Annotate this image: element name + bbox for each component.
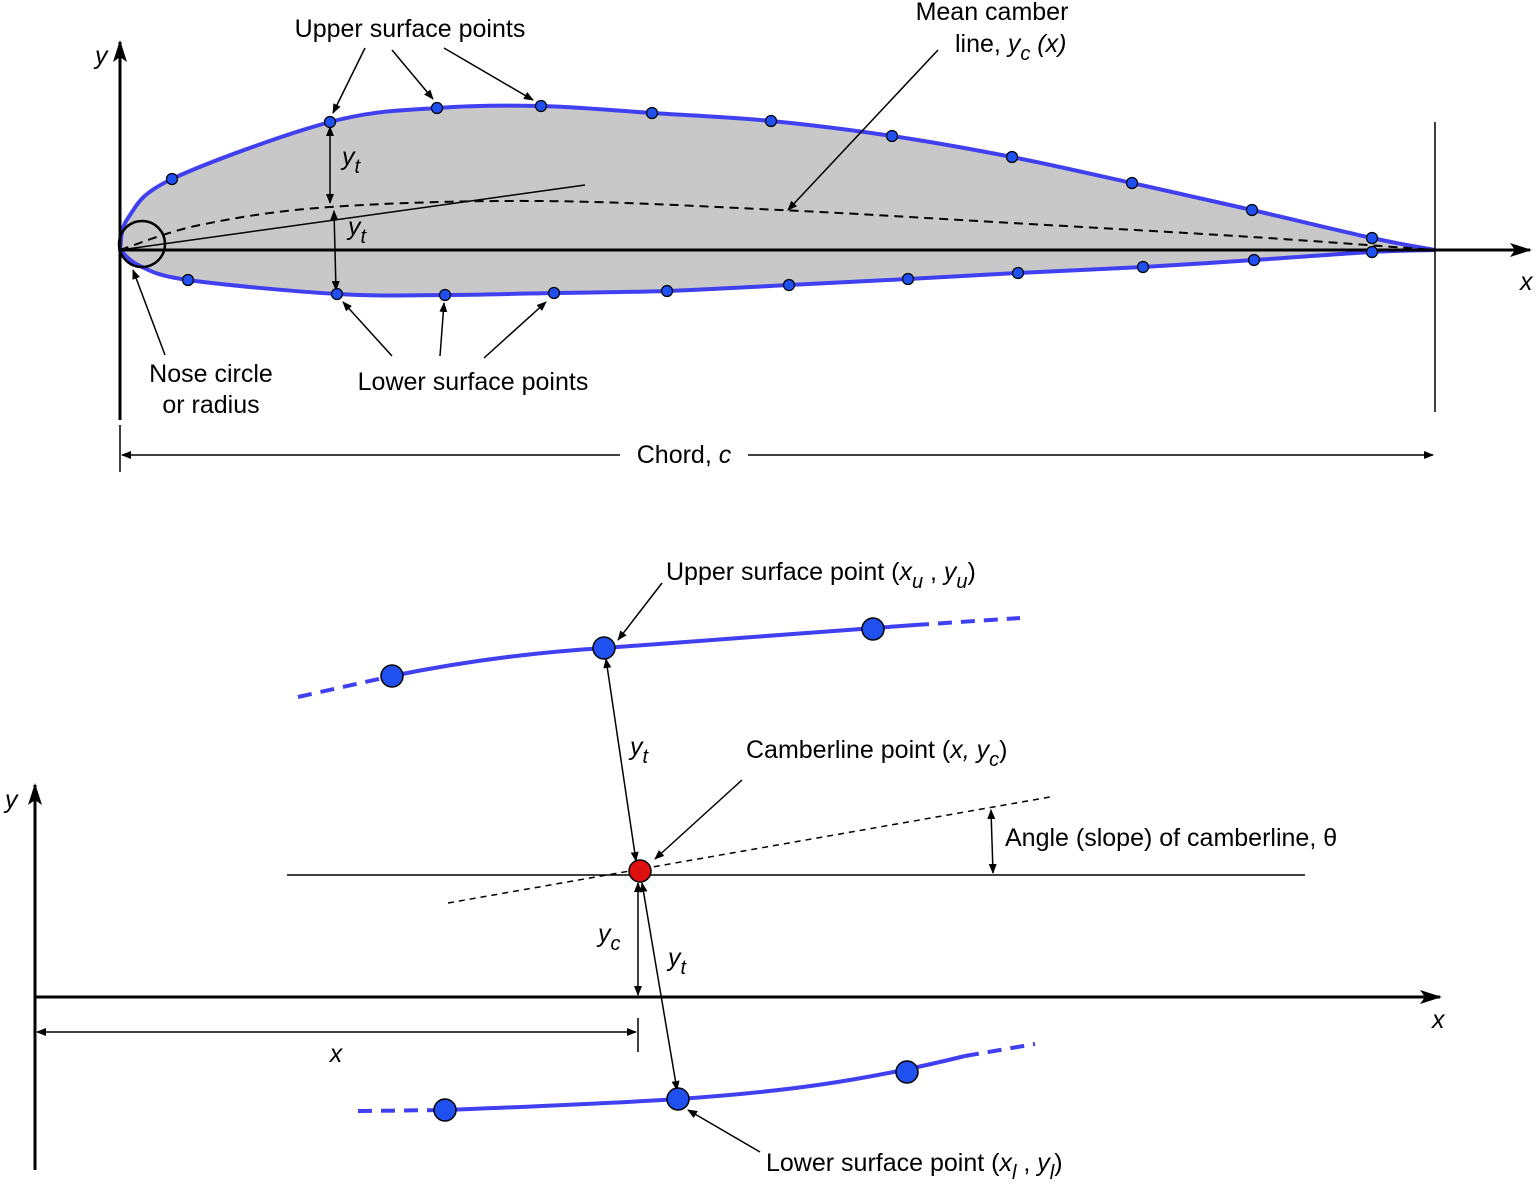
- text: Camberline point (: [746, 736, 951, 764]
- text: x,: [949, 736, 969, 764]
- text: y: [628, 733, 644, 761]
- surface-point: [885, 129, 899, 143]
- airfoil-overview: y x Upper surface points Mean camber lin…: [93, 0, 1534, 472]
- surface-point: [660, 284, 674, 298]
- nose-label: Nose circle: [149, 360, 273, 388]
- surface-points: [380, 617, 919, 1122]
- surface-point: [1011, 266, 1025, 280]
- surface-point: [323, 115, 337, 129]
- text: y: [970, 736, 991, 764]
- surface-point: [165, 172, 179, 186]
- text: t: [643, 746, 650, 768]
- text: t: [355, 156, 362, 178]
- text: y: [942, 558, 958, 586]
- point-detail: y x Upper surface point (xu , yu) Camber…: [3, 558, 1446, 1184]
- text: y: [1035, 1149, 1051, 1177]
- text: x: [898, 558, 913, 586]
- nose-label: or radius: [162, 391, 259, 419]
- camber-tangent: [447, 796, 1051, 904]
- surface-point: [1125, 176, 1139, 190]
- annotation-arrows: [132, 47, 939, 359]
- text: y: [666, 944, 682, 972]
- x-dimension-label: x: [329, 1040, 344, 1068]
- text: Lower surface point (: [766, 1149, 1000, 1177]
- camber-label: line, yc (x): [955, 30, 1066, 66]
- text: y: [346, 213, 362, 241]
- camber-label: Mean camber: [916, 0, 1069, 26]
- yc-label: yc: [596, 920, 621, 955]
- x-axis-label: x: [1431, 1006, 1446, 1034]
- text: x: [998, 1149, 1013, 1177]
- surface-point: [330, 287, 344, 301]
- yt-label: yt: [666, 944, 688, 979]
- lower-label: Lower surface points: [358, 368, 589, 396]
- tangent-line: [119, 184, 586, 251]
- lower-point-label: Lower surface point (xl , yl): [766, 1149, 1063, 1184]
- surface-point: [901, 272, 915, 286]
- text: y: [1006, 30, 1022, 58]
- camber-point-label: Camberline point (x, yc): [746, 736, 1008, 771]
- text: t: [361, 226, 368, 248]
- text: c: [1020, 43, 1030, 65]
- surface-point: [645, 106, 659, 120]
- surface-point: [181, 273, 195, 287]
- yt-label: yt: [628, 733, 650, 768]
- text: ): [1054, 1149, 1062, 1177]
- camberline-point: [628, 859, 652, 883]
- surface-points: [165, 99, 1379, 302]
- text: t: [681, 957, 688, 979]
- upper-label: Upper surface points: [295, 15, 526, 43]
- text: c: [611, 933, 621, 955]
- text: ): [999, 736, 1007, 764]
- text: y: [596, 920, 612, 948]
- surface-point: [1136, 260, 1150, 274]
- text: line,: [955, 30, 1001, 58]
- surface-point: [1247, 253, 1261, 267]
- text: c: [989, 749, 999, 771]
- text: (x): [1037, 30, 1066, 58]
- surface-point: [1365, 245, 1379, 259]
- y-axis-label: y: [3, 786, 19, 814]
- chord-label: Chord, c: [637, 441, 732, 469]
- annotation-arrows: [36, 582, 997, 1153]
- surface-point: [782, 278, 796, 292]
- surface-point: [1005, 150, 1019, 164]
- text: l: [1050, 1162, 1055, 1184]
- text: Upper surface point (: [666, 558, 900, 586]
- yt-label: yt: [346, 213, 368, 248]
- x-axis-label: x: [1519, 268, 1534, 296]
- text: y: [340, 143, 356, 171]
- surface-point: [534, 99, 548, 113]
- surface-point: [1365, 231, 1379, 245]
- text: ): [968, 558, 976, 586]
- text: u: [956, 571, 967, 593]
- surface-point: [764, 114, 778, 128]
- y-axis-label: y: [93, 42, 109, 70]
- text: l: [1012, 1162, 1017, 1184]
- text: c: [719, 441, 732, 469]
- upper-point-label: Upper surface point (xu , yu): [666, 558, 976, 593]
- surface-point: [438, 288, 452, 302]
- camber-line: [119, 199, 1436, 251]
- angle-label: Angle (slope) of camberline, θ: [1005, 824, 1337, 852]
- text: Chord,: [637, 441, 712, 469]
- surface-point: [547, 286, 561, 300]
- text: u: [912, 571, 923, 593]
- surface-point: [1245, 203, 1259, 217]
- text: ,: [923, 558, 944, 586]
- airfoil-shape: [117, 103, 1436, 298]
- yt-label: yt: [340, 143, 362, 178]
- text: ,: [1016, 1149, 1037, 1177]
- surface-point: [430, 101, 444, 115]
